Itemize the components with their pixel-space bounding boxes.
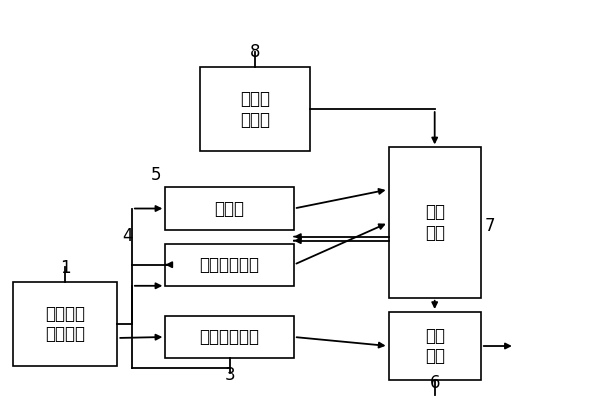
Text: 放电检
测电路: 放电检 测电路 [240, 90, 270, 129]
FancyBboxPatch shape [165, 244, 294, 286]
Text: 逻辑
电路: 逻辑 电路 [425, 326, 445, 365]
FancyBboxPatch shape [14, 282, 117, 366]
Text: 4: 4 [122, 227, 133, 245]
Text: 过充电压
判断电路: 过充电压 判断电路 [45, 304, 86, 344]
Text: 1: 1 [60, 258, 71, 277]
FancyBboxPatch shape [201, 67, 310, 151]
FancyBboxPatch shape [165, 188, 294, 230]
Text: 5: 5 [151, 166, 162, 184]
Text: 3: 3 [224, 366, 235, 384]
FancyBboxPatch shape [388, 312, 481, 380]
FancyBboxPatch shape [388, 147, 481, 298]
Text: 第一延时电路: 第一延时电路 [199, 328, 260, 346]
Text: 计数器: 计数器 [215, 199, 244, 217]
FancyBboxPatch shape [165, 316, 294, 358]
Text: 8: 8 [250, 43, 261, 61]
Text: 第二延时电路: 第二延时电路 [199, 256, 260, 274]
Text: 6: 6 [430, 374, 440, 392]
Text: 锁存
电路: 锁存 电路 [425, 203, 445, 242]
Text: 7: 7 [485, 217, 496, 234]
